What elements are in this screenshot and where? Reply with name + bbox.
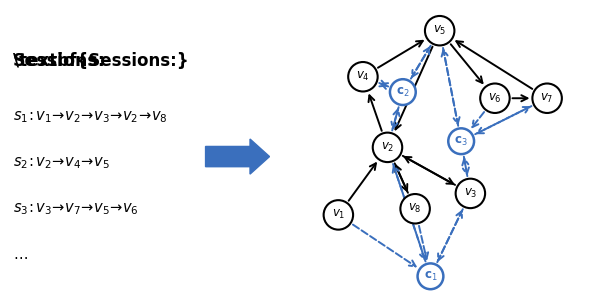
FancyArrow shape [206,139,269,174]
Text: $v_{1}$: $v_{1}$ [332,208,345,221]
Circle shape [348,62,377,91]
Circle shape [418,263,443,289]
Circle shape [323,200,353,230]
Text: $v_{8}$: $v_{8}$ [409,202,422,215]
Text: $v_{5}$: $v_{5}$ [433,24,446,37]
Text: $v_{6}$: $v_{6}$ [488,92,502,105]
Circle shape [448,128,474,154]
Circle shape [373,133,402,162]
Text: Sessions:: Sessions: [13,52,106,70]
Circle shape [400,194,430,223]
Text: $v_{2}$: $v_{2}$ [381,141,394,154]
Text: $v_{7}$: $v_{7}$ [541,92,554,105]
Circle shape [480,84,509,113]
Text: $s_3\!: v_3 \!\rightarrow\! v_7 \!\rightarrow\! v_5 \!\rightarrow\! v_6$: $s_3\!: v_3 \!\rightarrow\! v_7 \!\right… [13,201,139,217]
Text: $\mathbf{c}_{2}$: $\mathbf{c}_{2}$ [396,86,410,99]
Text: $v_{4}$: $v_{4}$ [356,70,370,83]
Circle shape [455,179,485,208]
Text: $\ldots$: $\ldots$ [13,247,28,262]
Circle shape [390,79,416,105]
Text: $s_2\!: v_2 \!\rightarrow\! v_4 \!\rightarrow\! v_5$: $s_2\!: v_2 \!\rightarrow\! v_4 \!\right… [13,155,110,171]
Text: $v_{3}$: $v_{3}$ [464,187,477,200]
Text: $\mathbf{c}_{3}$: $\mathbf{c}_{3}$ [454,135,468,148]
Circle shape [532,84,562,113]
Text: \textbf{Sessions:}: \textbf{Sessions:} [13,52,189,70]
Circle shape [425,16,454,45]
Text: $s_1\!: v_1 \!\rightarrow\! v_2 \!\rightarrow\! v_3 \!\rightarrow\! v_2 \!\right: $s_1\!: v_1 \!\rightarrow\! v_2 \!\right… [13,109,168,125]
Text: $\mathbf{c}_{1}$: $\mathbf{c}_{1}$ [424,270,437,283]
